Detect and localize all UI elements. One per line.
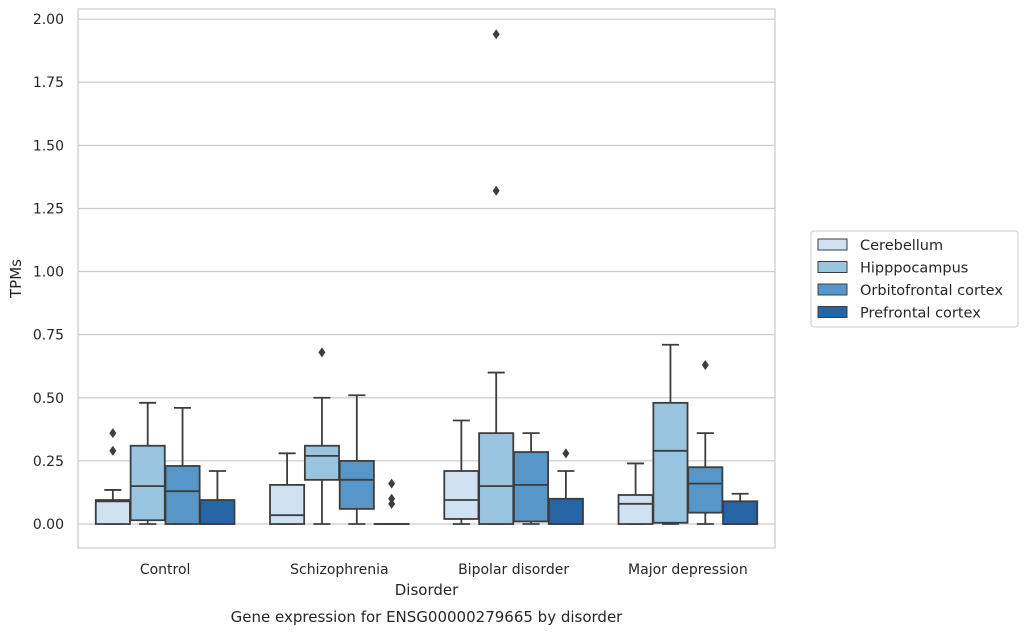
box-body (547, 497, 584, 525)
y-tick-label: 0.75 (33, 328, 64, 344)
outlier-point (701, 359, 709, 370)
outlier-point (388, 498, 396, 509)
box (652, 343, 689, 525)
plot-frame (77, 8, 776, 549)
legend: Cerebellum Hipppocampus Orbitofrontal cort… (810, 230, 1019, 328)
box (303, 347, 340, 525)
box (617, 462, 654, 525)
series-orbitofrontal-cortex (164, 359, 724, 525)
legend-label: Cerebellum (860, 238, 943, 254)
box (199, 470, 236, 525)
box (338, 394, 375, 525)
box (373, 478, 410, 525)
x-tick-label: Major depression (628, 562, 748, 578)
box (478, 29, 515, 525)
outlier-point (109, 428, 117, 439)
box (129, 401, 166, 525)
outlier-point (562, 448, 570, 459)
y-tick-label: 2.00 (33, 12, 64, 28)
series-prefrontal-cortex (199, 448, 759, 525)
chart-title: Gene expression for ENSG00000279665 by d… (231, 608, 624, 626)
box (547, 448, 584, 525)
x-tick-labels: Control Schizophrenia Bipolar disorder Majo… (140, 562, 748, 578)
box-body (129, 444, 166, 522)
box (687, 359, 724, 525)
x-tick-label: Bipolar disorder (458, 562, 569, 578)
legend-swatch (817, 238, 848, 251)
box-body (722, 500, 759, 525)
y-axis-label: TPMs (7, 259, 25, 299)
outlier-point (388, 478, 396, 489)
series-hipppocampus (129, 29, 689, 525)
box (164, 406, 201, 525)
legend-frame (810, 230, 1019, 328)
box-body (478, 432, 515, 525)
outlier-point (109, 445, 117, 456)
box-body (303, 444, 340, 481)
box (722, 492, 759, 525)
box-body (94, 499, 131, 525)
box-body (443, 470, 480, 520)
box (443, 419, 480, 525)
box (94, 428, 131, 525)
box-body (687, 466, 724, 514)
box (513, 432, 550, 525)
box-body (164, 465, 201, 525)
box (269, 452, 306, 525)
outlier-point (492, 185, 500, 196)
legend-swatch (817, 261, 848, 273)
series-cerebellum (94, 419, 654, 525)
outlier-point (318, 347, 326, 358)
grid-lines (78, 18, 775, 525)
box-body (513, 451, 550, 523)
box-body (617, 494, 654, 525)
y-tick-label: 1.00 (33, 265, 64, 281)
outlier-point (388, 493, 396, 504)
box-body (199, 499, 236, 525)
legend-label: Orbitofrontal cortex (860, 283, 1003, 299)
legend-label: Hipppocampus (860, 261, 968, 277)
box-series (94, 29, 759, 525)
box-body (269, 483, 306, 525)
y-tick-label: 1.50 (33, 138, 64, 154)
x-tick-label: Control (140, 562, 191, 578)
x-axis-label: Disorder (395, 581, 459, 599)
legend-label: Prefrontal cortex (860, 306, 981, 322)
y-tick-label: 0.00 (33, 517, 64, 533)
box-body (338, 460, 375, 510)
legend-swatch (817, 306, 848, 318)
y-tick-label: 0.50 (33, 391, 64, 407)
x-tick-label: Schizophrenia (290, 562, 388, 578)
y-tick-label: 0.25 (33, 454, 64, 470)
y-tick-label: 1.75 (33, 75, 64, 91)
y-tick-labels: 0.00 0.25 0.50 0.75 1.00 1.25 1.50 1.75 2.00 (33, 12, 64, 533)
y-tick-label: 1.25 (33, 201, 64, 217)
legend-swatch (817, 283, 848, 296)
outlier-point (492, 29, 500, 40)
box-body (652, 401, 689, 524)
